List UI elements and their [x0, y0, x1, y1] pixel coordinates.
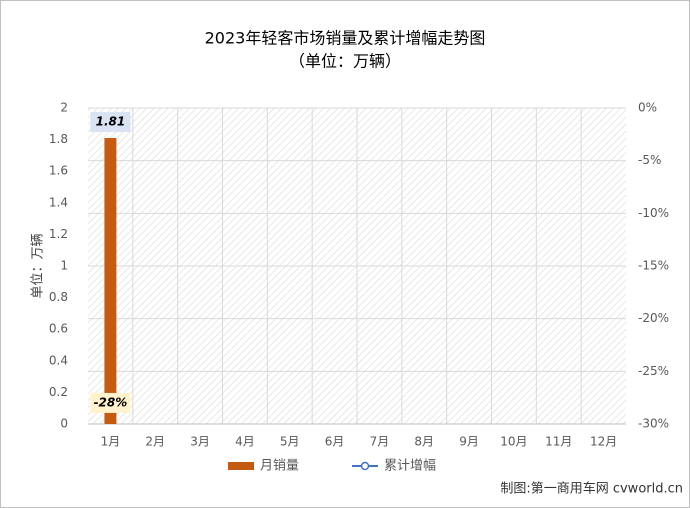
- x-tick-label: 3月: [190, 435, 210, 449]
- y-tick-label: 0.2: [49, 385, 68, 399]
- x-tick-label: 6月: [325, 435, 345, 449]
- data-label: -28%: [94, 395, 128, 409]
- y2-tick-label: -30%: [638, 417, 669, 431]
- legend-label: 累计增幅: [384, 459, 436, 474]
- y-tick-label: 2: [60, 101, 68, 115]
- chart-subtitle: （单位：万辆）: [289, 52, 401, 71]
- x-tick-label: 5月: [280, 435, 300, 449]
- legend-swatch: [228, 462, 254, 470]
- y2-tick-label: -15%: [638, 259, 669, 273]
- data-label: 1.81: [96, 115, 126, 129]
- y-tick-label: 0.6: [49, 322, 68, 336]
- y2-tick-label: -20%: [638, 311, 669, 325]
- x-tick-label: 4月: [235, 435, 255, 449]
- legend-marker: [360, 461, 370, 471]
- x-tick-label: 12月: [590, 435, 617, 449]
- x-tick-label: 10月: [500, 435, 527, 449]
- x-tick-label: 8月: [414, 435, 434, 449]
- y2-tick-label: -25%: [638, 364, 669, 378]
- y2-tick-label: -5%: [638, 153, 661, 167]
- y-tick-label: 0.8: [49, 290, 68, 304]
- y-tick-label: 1.4: [49, 195, 68, 209]
- x-tick-label: 11月: [545, 435, 572, 449]
- legend-label: 月销量: [260, 459, 299, 474]
- y-tick-label: 1.6: [49, 164, 68, 178]
- y2-tick-label: -10%: [638, 206, 669, 220]
- y-tick-label: 0.4: [49, 353, 68, 367]
- x-tick-label: 2月: [145, 435, 165, 449]
- x-tick-label: 1月: [101, 435, 121, 449]
- x-tick-label: 9月: [459, 435, 479, 449]
- x-tick-label: 7月: [370, 435, 390, 449]
- data-label-bg: [90, 392, 131, 413]
- y-tick-label: 1: [60, 259, 68, 273]
- y-tick-label: 0: [60, 417, 68, 431]
- y2-tick-label: 0%: [638, 101, 657, 115]
- chart-title: 2023年轻客市场销量及累计增幅走势图: [205, 29, 486, 48]
- data-label-bg: [90, 112, 131, 133]
- y-tick-label: 1.2: [49, 227, 68, 241]
- y-axis-label: 单位：万辆: [31, 233, 46, 298]
- y-tick-label: 1.8: [49, 132, 68, 146]
- bar: [104, 138, 117, 424]
- source: 制图:第一商用车网 cvworld.cn: [500, 481, 683, 497]
